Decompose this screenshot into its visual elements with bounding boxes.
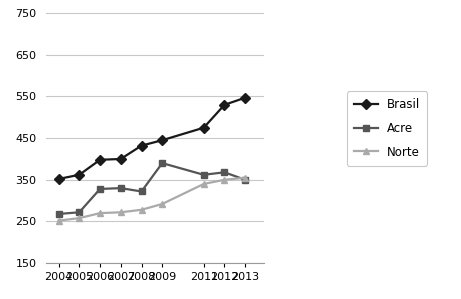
- Legend: Brasil, Acre, Norte: Brasil, Acre, Norte: [347, 91, 427, 166]
